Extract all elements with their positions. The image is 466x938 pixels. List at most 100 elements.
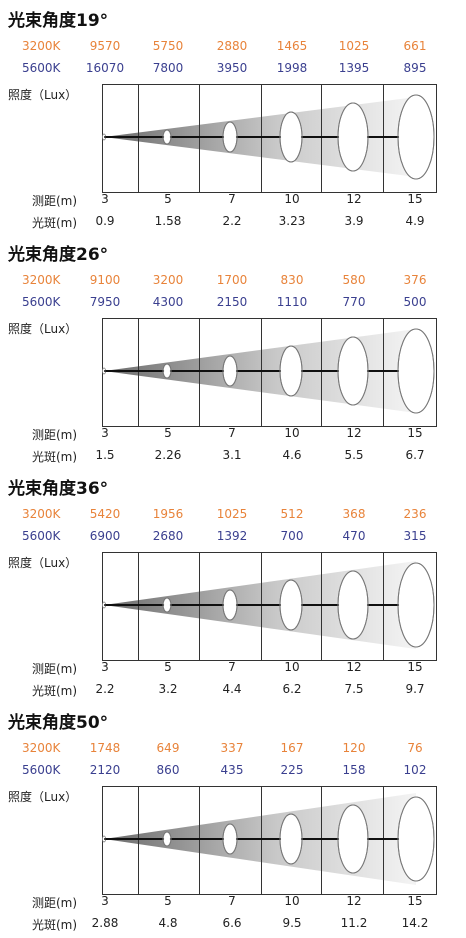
lux-5600k-value: 2150	[216, 295, 248, 309]
lux-5600k-value: 860	[156, 763, 180, 777]
spot-value: 3.2	[158, 682, 178, 696]
spot-value: 14.2	[401, 916, 429, 930]
lux-3200k-value: 1025	[338, 39, 370, 53]
beam-cone-diagram	[102, 318, 437, 427]
beam-spot-fill	[224, 825, 236, 853]
beam-spot-fill	[224, 123, 236, 151]
beam-spot-outline	[222, 355, 238, 387]
distance-value: 12	[346, 894, 362, 908]
panel-title: 光束角度26°	[8, 245, 109, 265]
lux-3200k-value: 649	[156, 741, 180, 755]
distance-value: 10	[284, 426, 300, 440]
distance-value: 7	[228, 660, 236, 674]
spot-value: 2.26	[154, 448, 182, 462]
spot-value: 4.8	[158, 916, 178, 930]
row-label-5600k: 5600K	[22, 763, 61, 777]
lux-3200k-value: 236	[403, 507, 427, 521]
distance-value: 7	[228, 192, 236, 206]
distance-value: 12	[346, 426, 362, 440]
beam-spot-outline	[162, 129, 172, 145]
beam-panel: 光束角度26° 3200K 9100 3200 1700 830 580 376 5600K 79…	[0, 240, 466, 470]
lux-3200k-value: 120	[342, 741, 366, 755]
lux-3200k-value: 3200	[152, 273, 184, 287]
beam-spot-outline	[279, 813, 303, 865]
spot-label: 光斑(m)	[32, 216, 78, 230]
lux-3200k-value: 661	[403, 39, 427, 53]
spot-value: 9.5	[282, 916, 302, 930]
lux-5600k-value: 1998	[276, 61, 308, 75]
lux-3200k-value: 1748	[89, 741, 121, 755]
lux-5600k-value: 16070	[85, 61, 125, 75]
beam-spot-fill	[224, 357, 236, 385]
lux-3200k-value: 376	[403, 273, 427, 287]
lux-5600k-value: 7950	[89, 295, 121, 309]
distance-value: 3	[101, 894, 109, 908]
beam-spot-fill	[339, 338, 367, 404]
lux-5600k-value: 770	[342, 295, 366, 309]
beam-spot-fill	[164, 833, 170, 845]
lux-3200k-value: 1465	[276, 39, 308, 53]
row-label-3200k: 3200K	[22, 39, 61, 53]
beam-spot-outline	[162, 363, 172, 379]
spot-value: 11.2	[340, 916, 368, 930]
beam-spot-fill	[281, 815, 301, 863]
row-label-3200k: 3200K	[22, 507, 61, 521]
spot-value: 3.1	[222, 448, 242, 462]
lux-5600k-value: 470	[342, 529, 366, 543]
distance-value: 10	[284, 660, 300, 674]
row-label-3200k: 3200K	[22, 273, 61, 287]
distance-value: 10	[284, 192, 300, 206]
spot-label: 光斑(m)	[32, 918, 78, 932]
lux-3200k-value: 167	[280, 741, 304, 755]
spot-value: 7.5	[344, 682, 364, 696]
lux-5600k-value: 6900	[89, 529, 121, 543]
spot-value: 1.5	[95, 448, 115, 462]
beam-cone-diagram	[102, 552, 437, 661]
distance-value: 15	[407, 192, 423, 206]
beam-spot-outline	[279, 345, 303, 397]
distance-label: 测距(m)	[32, 428, 78, 442]
distance-value: 5	[164, 192, 172, 206]
lux-3200k-value: 5750	[152, 39, 184, 53]
beam-spot-fill	[164, 599, 170, 611]
lux-5600k-value: 3950	[216, 61, 248, 75]
lux-5600k-value: 1110	[276, 295, 308, 309]
beam-spot-outline	[337, 570, 369, 640]
panel-title: 光束角度50°	[8, 713, 109, 733]
distance-label: 测距(m)	[32, 662, 78, 676]
distance-label: 测距(m)	[32, 896, 78, 910]
distance-value: 5	[164, 660, 172, 674]
beam-spot-fill	[281, 581, 301, 629]
lux-3200k-value: 2880	[216, 39, 248, 53]
distance-value: 3	[101, 426, 109, 440]
beam-spot-outline	[337, 804, 369, 874]
spot-value: 3.23	[278, 214, 306, 228]
beam-spot-outline	[222, 589, 238, 621]
distance-value: 5	[164, 426, 172, 440]
lux-label: 照度（Lux）	[8, 322, 78, 336]
beam-spot-outline	[162, 597, 172, 613]
beam-spot-fill	[399, 564, 433, 646]
beam-spot-outline	[397, 562, 435, 648]
beam-spot-outline	[162, 831, 172, 847]
beam-spot-outline	[337, 336, 369, 406]
spot-value: 9.7	[405, 682, 425, 696]
beam-spot-fill	[339, 806, 367, 872]
beam-spot-outline	[222, 121, 238, 153]
beam-panel: 光束角度36° 3200K 5420 1956 1025 512 368 236 5600K 69…	[0, 474, 466, 704]
row-label-3200k: 3200K	[22, 741, 61, 755]
lux-5600k-value: 2680	[152, 529, 184, 543]
spot-value: 2.2	[95, 682, 115, 696]
lux-3200k-value: 1956	[152, 507, 184, 521]
distance-value: 15	[407, 426, 423, 440]
beam-spot-fill	[339, 572, 367, 638]
spot-label: 光斑(m)	[32, 450, 78, 464]
beam-spot-fill	[164, 365, 170, 377]
spot-value: 4.4	[222, 682, 242, 696]
lux-5600k-value: 7800	[152, 61, 184, 75]
panel-title: 光束角度36°	[8, 479, 109, 499]
distance-value: 12	[346, 660, 362, 674]
lux-3200k-value: 512	[280, 507, 304, 521]
beam-spot-fill	[399, 96, 433, 178]
lux-3200k-value: 5420	[89, 507, 121, 521]
